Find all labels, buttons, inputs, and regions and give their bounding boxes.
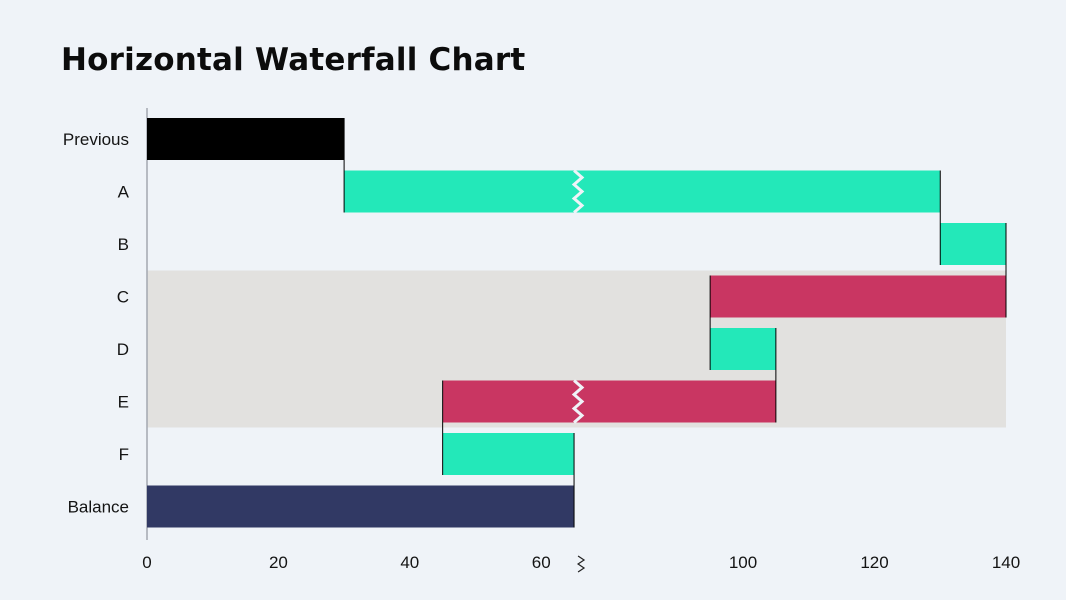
category-label: A (118, 183, 130, 202)
axis-break-icon (576, 555, 586, 573)
category-label: Balance (68, 498, 129, 517)
category-label: D (117, 340, 129, 359)
category-label: C (117, 288, 129, 307)
x-tick-label: 0 (142, 553, 151, 572)
category-label: Previous (63, 130, 129, 149)
category-label: F (119, 445, 129, 464)
bar-break-mark-e (571, 379, 585, 424)
bar-b[interactable] (940, 223, 1006, 265)
bar-d[interactable] (710, 328, 776, 370)
bar-previous[interactable] (147, 118, 345, 160)
chart-title: Horizontal Waterfall Chart (61, 42, 526, 78)
bar-break-mark-a (571, 169, 585, 214)
category-label: E (118, 393, 129, 412)
category-label: B (118, 235, 129, 254)
x-tick-label: 40 (400, 553, 419, 572)
x-tick-label: 20 (269, 553, 288, 572)
bar-f[interactable] (442, 433, 575, 475)
x-tick-label: 60 (532, 553, 551, 572)
x-tick-label: 120 (860, 553, 888, 572)
bar-balance[interactable] (147, 485, 575, 528)
bar-e[interactable] (442, 380, 776, 423)
bar-a[interactable] (344, 170, 941, 213)
x-tick-label: 140 (992, 553, 1020, 572)
x-tick-label: 100 (729, 553, 757, 572)
bar-c[interactable] (710, 275, 1006, 318)
